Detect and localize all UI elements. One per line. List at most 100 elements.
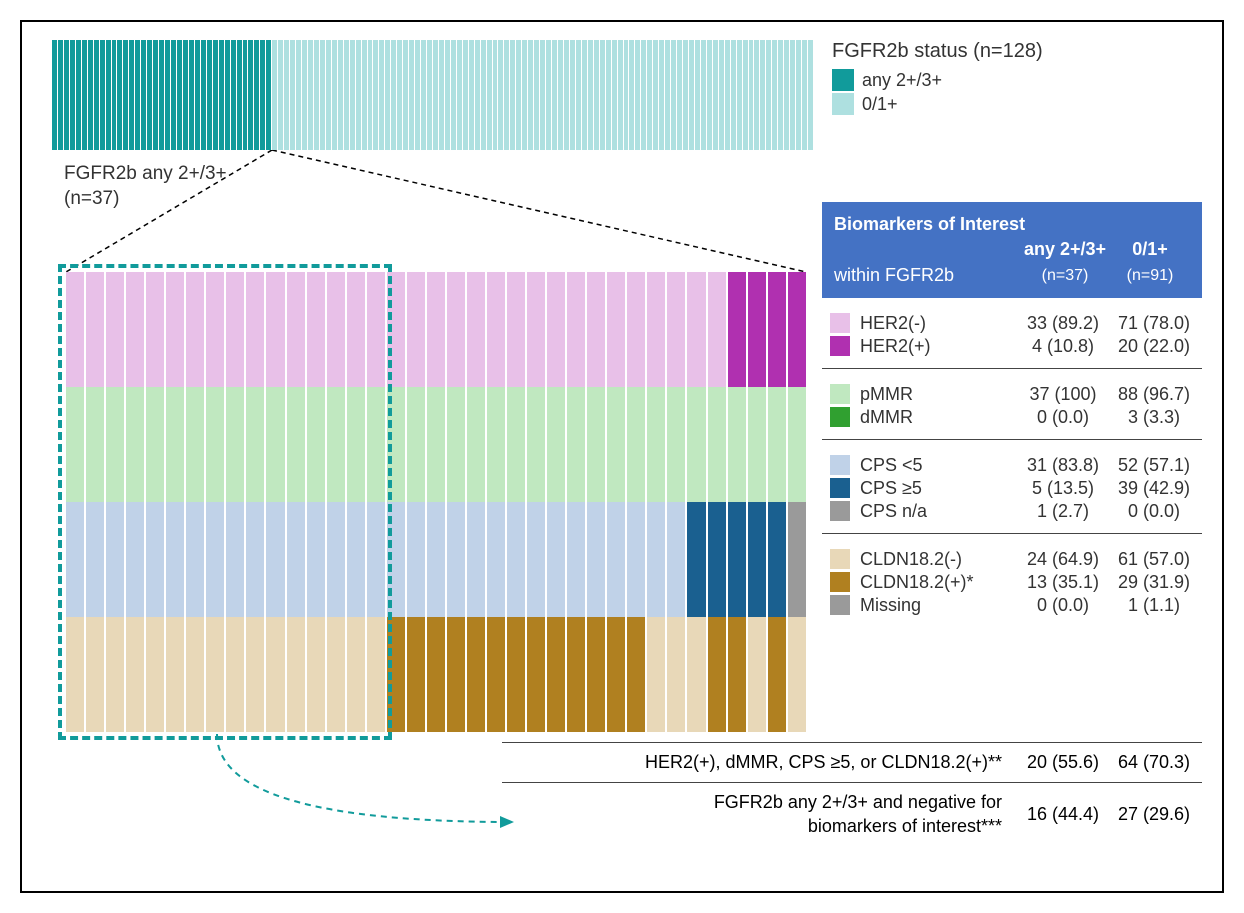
biomarker-segment	[507, 272, 525, 387]
biomarker-segment	[266, 502, 284, 617]
biomarker-segment	[788, 502, 806, 617]
biomarker-segment	[708, 272, 726, 387]
biomarker-segment	[427, 502, 445, 617]
patient-column	[607, 272, 625, 732]
row-value-1: 13 (35.1)	[1018, 572, 1108, 593]
biomarker-segment	[667, 272, 685, 387]
legend-title: FGFR2b status (n=128)	[832, 40, 1043, 63]
patient-column	[407, 272, 425, 732]
biomarker-segment	[447, 387, 465, 502]
legend-item: 0/1+	[832, 93, 1043, 115]
patient-column	[347, 272, 365, 732]
row-value-2: 88 (96.7)	[1114, 384, 1194, 405]
biomarker-segment	[647, 617, 665, 732]
biomarker-segment	[627, 617, 645, 732]
fgfr2b-bar	[564, 40, 569, 150]
fgfr2b-bar	[487, 40, 492, 150]
row-value-1: 24 (64.9)	[1018, 549, 1108, 570]
biomarker-segment	[627, 502, 645, 617]
fgfr2b-bar	[766, 40, 771, 150]
row-label: CPS ≥5	[860, 478, 1012, 499]
patient-column	[687, 272, 705, 732]
fgfr2b-bar	[445, 40, 450, 150]
biomarker-segment	[126, 387, 144, 502]
fgfr2b-bar	[112, 40, 117, 150]
summary-label: FGFR2b any 2+/3+ and negative forbiomark…	[510, 791, 1012, 838]
fgfr2b-bar	[635, 40, 640, 150]
biomarker-segment	[146, 502, 164, 617]
biomarker-segment	[307, 387, 325, 502]
fgfr2b-bar	[153, 40, 158, 150]
subset-label-line2: (n=37)	[64, 188, 119, 209]
biomarker-segment	[587, 387, 605, 502]
biomarker-segment	[748, 387, 766, 502]
table-row: dMMR0 (0.0)3 (3.3)	[822, 406, 1202, 429]
biomarker-segment	[106, 387, 124, 502]
table-header-left: within FGFR2b	[834, 263, 1020, 288]
row-value-1: 0 (0.0)	[1018, 595, 1108, 616]
fgfr2b-bar	[290, 40, 295, 150]
biomarker-segment	[226, 502, 244, 617]
biomarker-segment	[607, 617, 625, 732]
fgfr2b-bar	[457, 40, 462, 150]
biomarker-segment	[667, 502, 685, 617]
fgfr2b-bar	[594, 40, 599, 150]
biomarker-segment	[287, 387, 305, 502]
fgfr2b-bar	[749, 40, 754, 150]
biomarker-segment	[647, 502, 665, 617]
fgfr2b-bar	[88, 40, 93, 150]
biomarker-segment	[166, 502, 184, 617]
fgfr2b-bar	[576, 40, 581, 150]
summary-label: HER2(+), dMMR, CPS ≥5, or CLDN18.2(+)**	[510, 751, 1012, 774]
biomarker-segment	[246, 502, 264, 617]
biomarker-segment	[126, 272, 144, 387]
biomarker-segment	[86, 502, 104, 617]
fgfr2b-bar	[546, 40, 551, 150]
biomarker-segment	[627, 387, 645, 502]
row-swatch	[830, 595, 850, 615]
table-row: CPS n/a1 (2.7)0 (0.0)	[822, 500, 1202, 523]
patient-column	[146, 272, 164, 732]
biomarker-segment	[246, 387, 264, 502]
fgfr2b-bar	[570, 40, 575, 150]
biomarker-segment	[166, 387, 184, 502]
row-label: dMMR	[860, 407, 1012, 428]
fgfr2b-bar	[725, 40, 730, 150]
fgfr2b-bar	[606, 40, 611, 150]
fgfr2b-bar	[415, 40, 420, 150]
biomarker-segment	[708, 502, 726, 617]
biomarker-segment	[728, 617, 746, 732]
row-value-2: 52 (57.1)	[1114, 455, 1194, 476]
biomarker-segment	[507, 617, 525, 732]
fgfr2b-bar	[528, 40, 533, 150]
legend-label: 0/1+	[862, 94, 898, 115]
fgfr2b-bar	[522, 40, 527, 150]
patient-column	[708, 272, 726, 732]
biomarker-segment	[66, 617, 84, 732]
patient-column	[126, 272, 144, 732]
fgfr2b-bar	[540, 40, 545, 150]
fgfr2b-bar	[469, 40, 474, 150]
fgfr2b-bar	[177, 40, 182, 150]
patient-column	[287, 272, 305, 732]
row-label: HER2(+)	[860, 336, 1012, 357]
fgfr2b-bar	[195, 40, 200, 150]
fgfr2b-bar	[504, 40, 509, 150]
biomarker-segment	[86, 272, 104, 387]
fgfr2b-bar	[629, 40, 634, 150]
row-swatch	[830, 384, 850, 404]
biomarker-segment	[367, 617, 385, 732]
biomarker-segment	[407, 617, 425, 732]
biomarker-segment	[547, 502, 565, 617]
biomarker-segment	[487, 502, 505, 617]
patient-column	[547, 272, 565, 732]
fgfr2b-bar	[165, 40, 170, 150]
patient-column	[307, 272, 325, 732]
fgfr2b-status-bars	[52, 40, 812, 150]
biomarker-segment	[467, 502, 485, 617]
biomarker-segment	[327, 502, 345, 617]
biomarker-segment	[327, 617, 345, 732]
fgfr2b-bar	[171, 40, 176, 150]
biomarker-segment	[427, 272, 445, 387]
fgfr2b-bar	[52, 40, 57, 150]
